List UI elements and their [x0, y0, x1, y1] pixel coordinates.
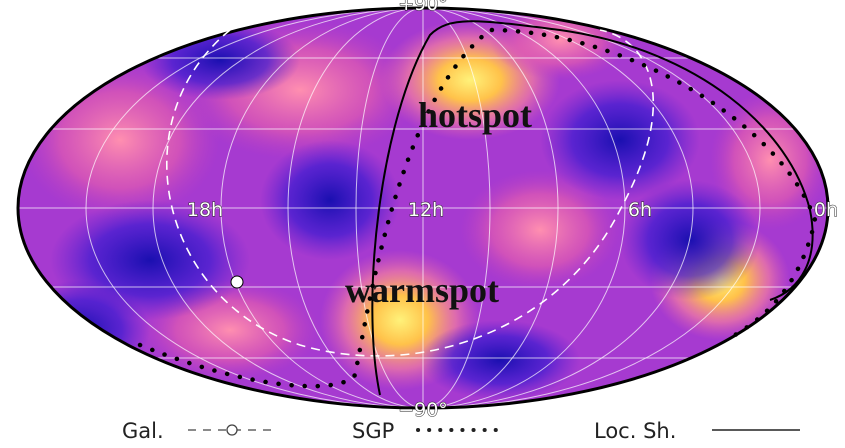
south-pole-label: −90° — [398, 399, 448, 421]
legend-label: SGP — [352, 419, 394, 443]
hotspot-label: hotspot — [418, 95, 532, 135]
legend-marker — [227, 425, 237, 435]
galactic-center — [231, 276, 243, 288]
ra-label: 0h — [814, 199, 838, 221]
north-pole-label: +90° — [398, 0, 448, 15]
ra-label: 6h — [628, 199, 652, 221]
warmspot-label: warmspot — [345, 270, 499, 310]
legend-label: Gal. — [122, 419, 164, 443]
ra-label: 18h — [187, 199, 223, 221]
sky-map: +90° −90° 18h 12h 6h 0h hotspot warmspot… — [0, 0, 845, 448]
legend-label: Loc. Sh. — [594, 419, 676, 443]
ra-label: 12h — [408, 199, 444, 221]
legend: Gal. SGP Loc. Sh. — [122, 419, 800, 443]
